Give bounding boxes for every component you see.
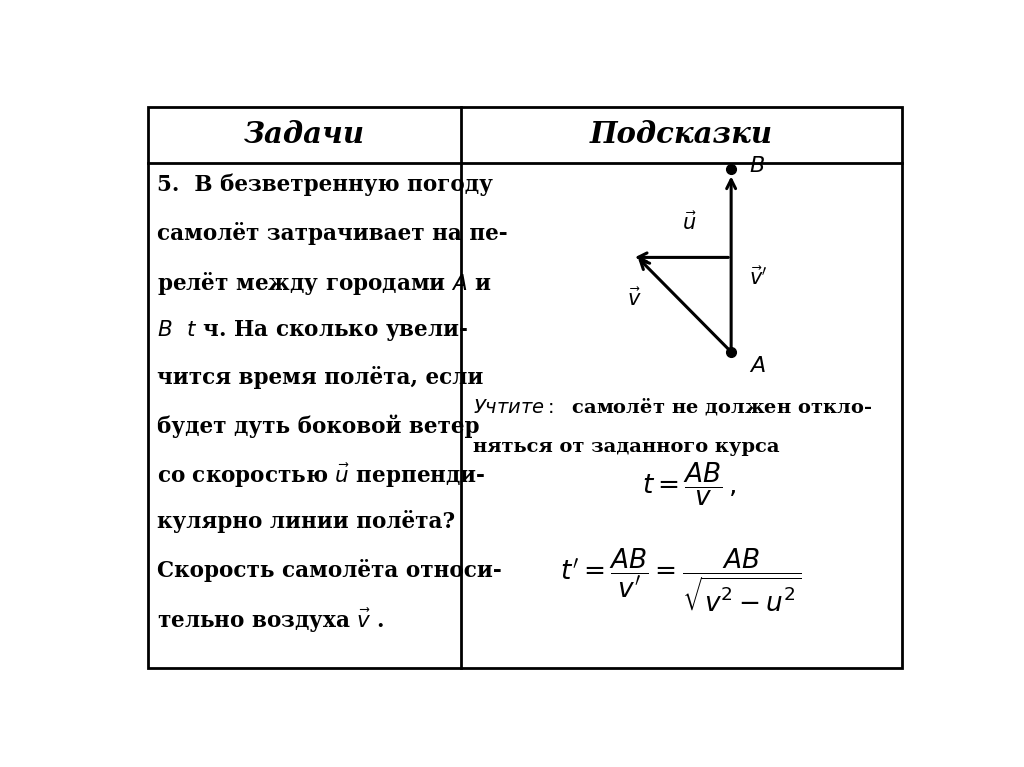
Text: со скоростью $\vec{u}$ перпенди-: со скоростью $\vec{u}$ перпенди-: [158, 463, 485, 490]
Text: $\vec{v}'$: $\vec{v}'$: [749, 267, 767, 289]
Text: няться от заданного курса: няться от заданного курса: [473, 437, 779, 456]
Text: Задачи: Задачи: [244, 120, 365, 150]
Text: $\mathit{Учтите:}$  самолёт не должен откло-: $\mathit{Учтите:}$ самолёт не должен отк…: [473, 397, 872, 417]
Text: $B$  $t$ ч. На сколько увели-: $B$ $t$ ч. На сколько увели-: [158, 318, 469, 343]
Text: $B$: $B$: [749, 155, 765, 177]
Text: будет дуть боковой ветер: будет дуть боковой ветер: [158, 414, 480, 438]
Text: Скорость самолёта относи-: Скорость самолёта относи-: [158, 558, 502, 581]
Text: $\vec{v}$: $\vec{v}$: [628, 288, 642, 310]
Text: $\vec{u}$: $\vec{u}$: [682, 211, 696, 234]
Text: $t' = \dfrac{AB}{v'} = \dfrac{AB}{\sqrt{v^2 - u^2}}$: $t' = \dfrac{AB}{v'} = \dfrac{AB}{\sqrt{…: [560, 546, 802, 613]
Text: релёт между городами $A$ и: релёт между городами $A$ и: [158, 270, 493, 297]
Text: 5.  В безветренную погоду: 5. В безветренную погоду: [158, 173, 494, 196]
Text: Подсказки: Подсказки: [590, 120, 773, 150]
Text: чится время полёта, если: чится время полёта, если: [158, 366, 483, 389]
Text: $A$: $A$: [749, 355, 766, 377]
Text: тельно воздуха $\vec{v}$ .: тельно воздуха $\vec{v}$ .: [158, 607, 385, 635]
Text: кулярно линии полёта?: кулярно линии полёта?: [158, 511, 456, 534]
Text: самолёт затрачивает на пе-: самолёт затрачивает на пе-: [158, 222, 508, 245]
Text: $t = \dfrac{AB}{v}\,,$: $t = \dfrac{AB}{v}\,,$: [642, 461, 736, 509]
